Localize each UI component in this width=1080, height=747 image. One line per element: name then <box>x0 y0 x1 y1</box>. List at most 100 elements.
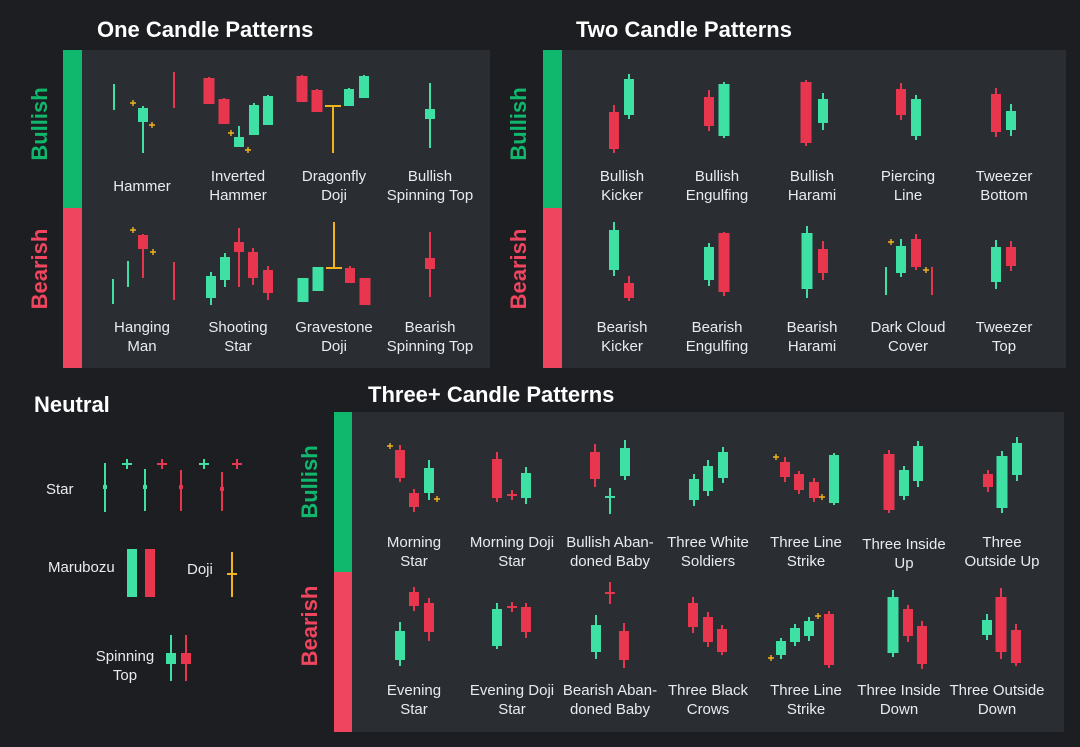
two-candle-title: Two Candle Patterns <box>576 17 792 42</box>
candle-body <box>263 270 273 293</box>
pattern-label: Bearish Aban- doned Baby <box>562 682 658 718</box>
candle-body <box>883 454 895 510</box>
sparkle-icon <box>149 122 155 128</box>
candle-body <box>127 549 137 597</box>
candle-body <box>800 82 812 143</box>
candle-body <box>996 456 1008 508</box>
pattern-label: Inverted Hammer <box>209 168 267 204</box>
one-candle-title: One Candle Patterns <box>97 17 314 42</box>
pattern-label: Bullish Kicker <box>599 168 645 204</box>
candle-body <box>179 485 183 489</box>
candle-body <box>1006 111 1016 130</box>
candle-body <box>776 641 786 655</box>
candle-body <box>395 631 405 660</box>
pattern-label: Three Inside Up <box>862 536 946 572</box>
candle-body <box>425 258 435 269</box>
candle-body <box>718 233 730 292</box>
candle-body <box>591 625 601 652</box>
candle-body <box>689 479 699 500</box>
pattern-label: Hammer <box>113 178 171 195</box>
pattern-label: Bullish Harami <box>787 168 837 204</box>
candle-body <box>492 459 502 498</box>
candle-body <box>609 230 619 270</box>
candle-body <box>982 620 992 635</box>
candle-body <box>296 76 308 102</box>
candle-body <box>166 653 176 664</box>
sparkle-icon <box>768 655 774 661</box>
candle-body <box>809 482 819 498</box>
candle-body <box>995 597 1007 652</box>
candle-body <box>887 597 899 653</box>
pattern-label: Morning Star <box>386 534 442 570</box>
candle-body <box>409 493 419 507</box>
candle-body <box>311 90 323 112</box>
candle-body <box>220 257 230 280</box>
candle-body <box>234 137 244 147</box>
pattern-label: Three Outside Down <box>949 682 1045 718</box>
candle-body <box>145 549 155 597</box>
candle-body <box>203 78 215 104</box>
pattern-label: Three Line Strike <box>770 534 842 570</box>
candle-body <box>590 452 600 479</box>
sparkle-icon <box>130 227 136 233</box>
pattern-label: Bearish Engulfing <box>685 319 749 355</box>
candle-body <box>704 247 714 280</box>
candle-body <box>824 614 834 665</box>
candle-body <box>424 468 434 493</box>
candle-body <box>790 628 800 642</box>
candle-body <box>624 283 634 298</box>
candle-body <box>896 246 906 273</box>
pattern-label: Hanging Man <box>114 319 170 355</box>
candle-body <box>620 448 630 476</box>
pattern-label: Bearish Spinning Top <box>386 319 474 355</box>
sparkle-icon <box>434 496 440 502</box>
candle-body <box>718 84 730 136</box>
candle-body <box>804 621 814 636</box>
candle-body <box>1011 630 1021 663</box>
candle-body <box>312 267 324 291</box>
one-candle-panel <box>82 50 490 368</box>
candle-body <box>703 617 713 642</box>
pattern-label: Bullish Spinning Top <box>386 168 474 204</box>
sparkle-icon <box>888 239 894 245</box>
candle-body <box>818 249 828 273</box>
star-cross <box>157 459 167 469</box>
candle-body <box>234 242 244 252</box>
neutral-doji-label: Doji <box>187 561 213 578</box>
pattern-label: Three Black Crows <box>667 682 749 718</box>
sparkle-icon <box>773 454 779 460</box>
sparkle-icon <box>819 494 825 500</box>
pattern-label: Three Inside Down <box>857 682 941 718</box>
candle-body <box>794 474 804 490</box>
pattern-label: Evening Star <box>386 682 442 718</box>
pattern-label: Morning Doji Star <box>469 534 555 570</box>
candle-body <box>249 105 259 135</box>
candle-body <box>818 99 828 123</box>
two-candle-panel <box>562 50 1066 368</box>
candle-body <box>624 79 634 115</box>
pattern-label: Bullish Aban- doned Baby <box>566 534 654 570</box>
pattern-label: Piercing Line <box>880 168 936 204</box>
pattern-label: Three Outside Up <box>964 534 1040 570</box>
candle-body <box>181 653 191 664</box>
candle-body <box>911 239 921 267</box>
candle-body <box>801 233 813 289</box>
three-candle-title: Three+ Candle Patterns <box>368 382 615 407</box>
candle-body <box>395 450 405 478</box>
candle-body <box>1006 247 1016 266</box>
candle-body <box>345 268 355 283</box>
pattern-label: Dark Cloud Cover <box>870 319 946 355</box>
candle-body <box>703 466 713 491</box>
pattern-label: Tweezer Top <box>975 319 1033 355</box>
candle-body <box>913 446 923 481</box>
candle-body <box>521 473 531 498</box>
neutral-marubozu-label: Marubozu <box>48 559 115 576</box>
candle-body <box>521 607 531 632</box>
candle-body <box>718 452 728 478</box>
sparkle-icon <box>228 130 234 136</box>
sparkle-icon <box>130 100 136 106</box>
two-bearish-band <box>543 208 562 368</box>
candle-body <box>359 76 369 98</box>
pattern-label: Bearish Harami <box>786 319 838 355</box>
